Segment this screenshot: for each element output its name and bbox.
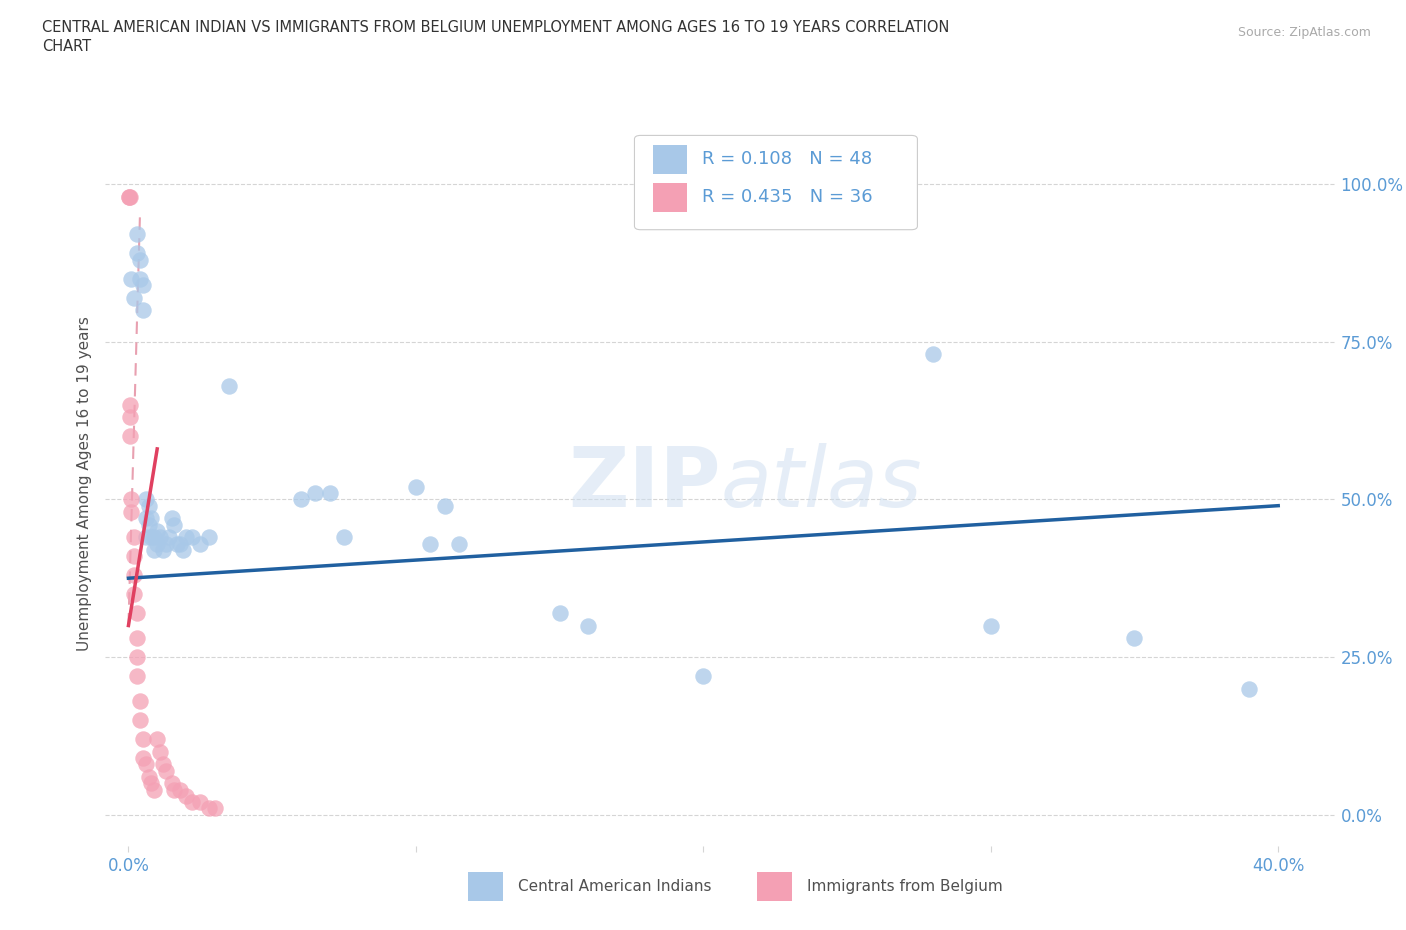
Point: [132, 732, 155, 747]
Text: ZIP: ZIP: [568, 443, 721, 525]
Point: [198, 801, 221, 816]
Point: [149, 744, 172, 759]
Point: [198, 530, 221, 545]
Point: [548, 605, 571, 620]
Text: Central American Indians: Central American Indians: [517, 879, 711, 894]
Point: [160, 511, 183, 525]
Point: [122, 549, 145, 564]
Point: [143, 530, 166, 545]
Point: [146, 524, 169, 538]
Point: [125, 246, 148, 260]
Point: [125, 605, 148, 620]
Point: [141, 511, 163, 525]
Text: Immigrants from Belgium: Immigrants from Belgium: [807, 879, 1002, 894]
FancyBboxPatch shape: [468, 871, 503, 900]
Point: [152, 542, 174, 557]
Point: [129, 252, 152, 267]
Point: [125, 227, 148, 242]
FancyBboxPatch shape: [652, 182, 688, 211]
Text: Source: ZipAtlas.com: Source: ZipAtlas.com: [1237, 26, 1371, 39]
Point: [135, 511, 157, 525]
Point: [169, 536, 191, 551]
Point: [169, 782, 191, 797]
Point: [118, 410, 141, 425]
Point: [125, 631, 148, 645]
Point: [157, 530, 180, 545]
Text: CENTRAL AMERICAN INDIAN VS IMMIGRANTS FROM BELGIUM UNEMPLOYMENT AMONG AGES 16 TO: CENTRAL AMERICAN INDIAN VS IMMIGRANTS FR…: [42, 20, 949, 35]
Point: [155, 764, 177, 778]
Text: atlas: atlas: [721, 443, 922, 525]
Point: [118, 189, 141, 204]
Point: [290, 492, 312, 507]
Point: [1123, 631, 1146, 645]
FancyBboxPatch shape: [634, 136, 918, 230]
FancyBboxPatch shape: [652, 145, 688, 174]
Point: [120, 505, 142, 520]
Point: [118, 189, 141, 204]
Point: [163, 517, 186, 532]
Point: [218, 379, 240, 393]
Point: [180, 530, 202, 545]
Point: [129, 272, 152, 286]
Point: [118, 189, 141, 204]
Point: [304, 485, 326, 500]
Point: [172, 542, 194, 557]
Point: [204, 801, 226, 816]
Point: [980, 618, 1002, 633]
Point: [120, 492, 142, 507]
Point: [122, 530, 145, 545]
Point: [141, 776, 163, 790]
Point: [166, 536, 188, 551]
Point: [141, 530, 163, 545]
Point: [922, 347, 945, 362]
Point: [125, 669, 148, 684]
Text: R = 0.108   N = 48: R = 0.108 N = 48: [702, 151, 872, 168]
Point: [135, 530, 157, 545]
Point: [419, 536, 441, 551]
Point: [188, 795, 211, 810]
Point: [122, 587, 145, 602]
Point: [447, 536, 470, 551]
Point: [122, 290, 145, 305]
Point: [318, 485, 340, 500]
Point: [405, 479, 427, 494]
Point: [333, 530, 356, 545]
Point: [129, 694, 152, 709]
Point: [135, 492, 157, 507]
Point: [146, 732, 169, 747]
Point: [125, 650, 148, 665]
Point: [138, 517, 160, 532]
Point: [132, 302, 155, 317]
Point: [174, 789, 197, 804]
Point: [163, 782, 186, 797]
Point: [188, 536, 211, 551]
Point: [135, 757, 157, 772]
Point: [143, 542, 166, 557]
Y-axis label: Unemployment Among Ages 16 to 19 years: Unemployment Among Ages 16 to 19 years: [77, 316, 93, 651]
Point: [138, 498, 160, 513]
Point: [160, 776, 183, 790]
Point: [146, 536, 169, 551]
Point: [118, 397, 141, 412]
Point: [433, 498, 456, 513]
Point: [138, 769, 160, 784]
Point: [155, 536, 177, 551]
Text: R = 0.435   N = 36: R = 0.435 N = 36: [702, 188, 873, 206]
Point: [692, 669, 714, 684]
Point: [180, 795, 202, 810]
Point: [132, 751, 155, 765]
Point: [174, 530, 197, 545]
Point: [129, 712, 152, 727]
FancyBboxPatch shape: [758, 871, 792, 900]
Point: [1239, 681, 1261, 696]
Point: [576, 618, 599, 633]
Point: [120, 272, 142, 286]
Point: [122, 567, 145, 582]
Point: [118, 429, 141, 444]
Text: CHART: CHART: [42, 39, 91, 54]
Point: [143, 782, 166, 797]
Point: [132, 277, 155, 292]
Point: [149, 530, 172, 545]
Point: [152, 757, 174, 772]
